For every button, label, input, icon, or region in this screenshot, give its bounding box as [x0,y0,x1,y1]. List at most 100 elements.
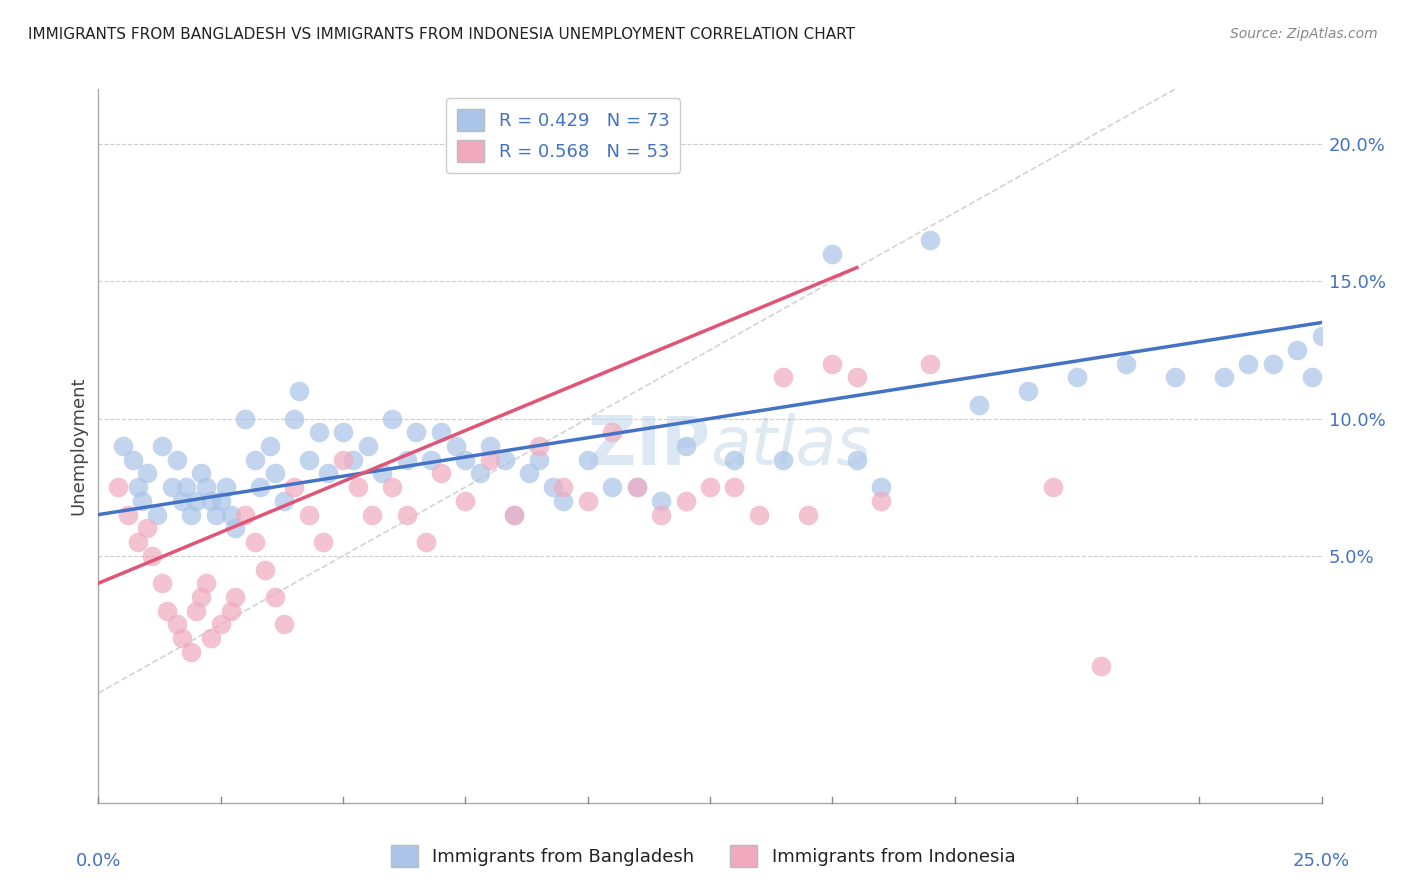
Point [415,535,437,549]
Point [243,535,266,549]
Point [176,480,198,494]
Point [381,480,404,494]
Point [576,452,599,467]
Point [273,617,295,632]
Point [180,508,202,522]
Point [170,631,193,645]
Point [195,576,218,591]
Point [527,452,550,467]
Point [444,439,467,453]
Point [553,480,575,494]
Point [283,411,305,425]
Point [478,439,501,453]
Point [1115,357,1137,371]
Point [600,425,623,440]
Text: Source: ZipAtlas.com: Source: ZipAtlas.com [1230,27,1378,41]
Point [920,233,942,247]
Point [298,508,321,522]
Point [1090,658,1112,673]
Point [190,590,212,604]
Point [626,480,648,494]
Point [146,508,169,522]
Point [342,452,364,467]
Point [224,590,246,604]
Point [111,439,134,453]
Y-axis label: Unemployment: Unemployment [69,376,87,516]
Point [263,467,285,481]
Point [127,535,149,549]
Point [121,452,143,467]
Point [200,494,222,508]
Point [967,398,990,412]
Text: atlas: atlas [710,413,872,479]
Point [576,494,599,508]
Point [870,480,893,494]
Point [298,452,321,467]
Point [308,425,330,440]
Point [381,411,404,425]
Point [283,480,305,494]
Point [494,452,516,467]
Point [117,508,139,522]
Point [259,439,281,453]
Point [1310,329,1333,343]
Point [503,508,526,522]
Point [527,439,550,453]
Point [650,494,672,508]
Point [1066,370,1088,384]
Point [150,439,173,453]
Point [371,467,394,481]
Point [219,508,242,522]
Point [1042,480,1064,494]
Point [312,535,335,549]
Point [233,508,256,522]
Point [675,494,697,508]
Point [430,467,453,481]
Point [1164,370,1187,384]
Point [361,508,384,522]
Point [821,247,844,261]
Point [288,384,311,398]
Point [136,521,159,535]
Legend: Immigrants from Bangladesh, Immigrants from Indonesia: Immigrants from Bangladesh, Immigrants f… [384,838,1022,874]
Point [156,604,179,618]
Point [920,357,942,371]
Point [600,480,623,494]
Point [1237,357,1260,371]
Point [478,452,501,467]
Point [209,494,232,508]
Point [356,439,378,453]
Point [190,467,212,481]
Point [845,370,868,384]
Text: 25.0%: 25.0% [1294,852,1350,871]
Point [675,439,697,453]
Point [233,411,256,425]
Point [332,425,354,440]
Point [170,494,193,508]
Point [253,562,276,576]
Point [186,604,208,618]
Point [166,452,188,467]
Point [131,494,153,508]
Text: ZIP: ZIP [588,413,710,479]
Point [219,604,242,618]
Point [200,631,222,645]
Point [543,480,565,494]
Point [454,494,477,508]
Point [797,508,820,522]
Point [1261,357,1284,371]
Point [249,480,271,494]
Point [186,494,208,508]
Point [420,452,443,467]
Point [468,467,491,481]
Point [650,508,672,522]
Point [454,452,477,467]
Point [430,425,453,440]
Text: 0.0%: 0.0% [76,852,121,871]
Point [224,521,246,535]
Point [772,452,794,467]
Point [723,452,745,467]
Point [748,508,770,522]
Point [626,480,648,494]
Point [273,494,295,508]
